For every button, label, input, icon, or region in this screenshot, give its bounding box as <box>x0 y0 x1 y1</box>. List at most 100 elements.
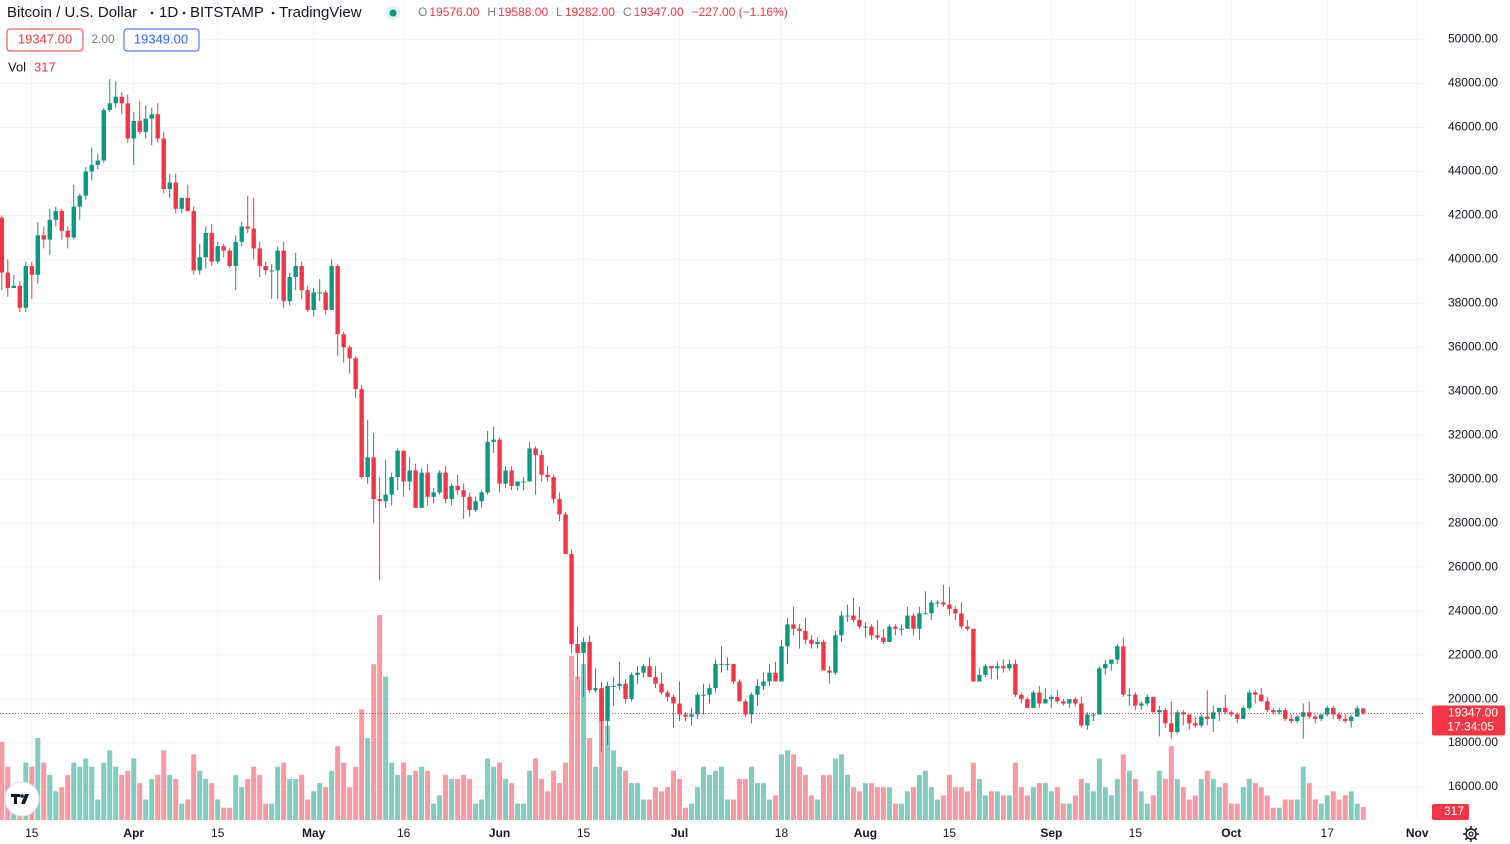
volume-bar <box>1348 791 1354 820</box>
volume-bar <box>958 787 964 820</box>
separator <box>182 11 186 15</box>
candle-body <box>893 626 898 629</box>
candle-body <box>623 683 628 700</box>
volume-bar <box>503 779 509 820</box>
volume-bar <box>365 738 371 820</box>
candle-body <box>635 672 640 675</box>
logo-part <box>14 794 17 804</box>
candle-body <box>1223 707 1228 713</box>
volume-bar <box>455 779 461 820</box>
volume-bar <box>826 774 832 820</box>
candle-body <box>383 494 388 502</box>
volume-bar <box>419 766 425 820</box>
volume-bar <box>599 688 605 820</box>
volume-bar <box>928 787 934 820</box>
legend-prefix: L <box>556 5 563 19</box>
candle-body <box>1355 708 1360 717</box>
volume-bar <box>683 807 689 820</box>
volume-bar <box>257 774 263 820</box>
candle-body <box>911 615 916 629</box>
volume-bar <box>1240 787 1246 820</box>
candle-body <box>1145 696 1150 704</box>
candle-body <box>881 637 886 642</box>
candle-body <box>419 472 424 508</box>
volume-bar <box>101 762 107 820</box>
volume-bar <box>431 803 437 820</box>
candle-body <box>167 182 172 190</box>
volume-bar <box>922 770 928 820</box>
candle-body <box>125 103 130 139</box>
volume-bar <box>1174 779 1180 820</box>
candle-body <box>839 615 844 636</box>
candle-body <box>683 714 688 717</box>
candle-body <box>473 501 478 511</box>
volume-bar <box>47 774 53 820</box>
candle-body <box>1079 703 1084 726</box>
candle-body <box>1337 714 1342 719</box>
volume-bar <box>772 795 778 820</box>
volume-bar <box>1294 799 1300 820</box>
legend-value: 19588.00 <box>498 5 548 19</box>
volume-bar <box>677 779 683 820</box>
volume-bar <box>605 725 611 820</box>
candle-body <box>1331 707 1336 715</box>
candle-body <box>1055 696 1060 702</box>
volume-bar <box>1306 783 1312 820</box>
candle-body <box>491 439 496 442</box>
candle-body <box>1283 710 1288 719</box>
candle-body <box>335 266 340 335</box>
volume-bar <box>137 783 143 820</box>
volume-bar <box>904 791 910 820</box>
y-tick-label: 42000.00 <box>1448 208 1498 222</box>
candle-body <box>353 358 358 390</box>
candle-body <box>845 615 850 617</box>
volume-bar <box>611 750 617 820</box>
candle-body <box>833 635 838 673</box>
candle-body <box>1253 692 1258 695</box>
volume-bar <box>868 783 874 820</box>
candle-body <box>545 474 550 478</box>
x-tick-label: Apr <box>123 826 144 840</box>
volume-bar <box>695 787 701 820</box>
candle-body <box>983 666 988 675</box>
candle-body <box>461 490 466 497</box>
buy-box[interactable] <box>123 28 200 52</box>
volume-bar <box>1024 795 1030 820</box>
candle-body <box>203 233 208 258</box>
volume-bar <box>443 774 449 820</box>
candle-body <box>23 266 28 308</box>
tradingview-logo[interactable] <box>4 781 40 817</box>
volume-bar <box>287 779 293 820</box>
candle-body <box>947 604 952 609</box>
candle-body <box>77 195 82 207</box>
logo-circle[interactable] <box>4 781 40 817</box>
candle-body <box>1175 712 1180 733</box>
candle-body <box>1325 707 1330 715</box>
market-status-dot[interactable] <box>389 9 397 17</box>
volume-bar <box>850 787 856 820</box>
candle-body <box>977 674 982 682</box>
candle-body <box>755 685 760 695</box>
volume-bar <box>167 774 173 820</box>
candle-body <box>251 228 256 249</box>
volume-bar <box>89 766 95 820</box>
volume-bar <box>1168 746 1174 820</box>
y-tick-label: 22000.00 <box>1448 647 1498 661</box>
volume-bar <box>161 750 167 820</box>
candle-body <box>83 171 88 196</box>
x-tick-label: 15 <box>943 826 957 840</box>
volume-bar <box>1276 807 1282 820</box>
sell-box[interactable] <box>6 28 84 52</box>
volume-bar <box>635 783 641 820</box>
settings-icon[interactable] <box>1463 826 1479 842</box>
candle-body <box>941 602 946 605</box>
candle-body <box>701 694 706 696</box>
candle-body <box>1163 710 1168 724</box>
candle-body <box>1067 699 1072 704</box>
candle-body <box>11 285 16 288</box>
volume-bar <box>203 779 209 820</box>
volume-bar <box>155 774 161 820</box>
candle-body <box>305 290 310 310</box>
volume-bar <box>119 774 125 820</box>
candle-body <box>1031 692 1036 708</box>
